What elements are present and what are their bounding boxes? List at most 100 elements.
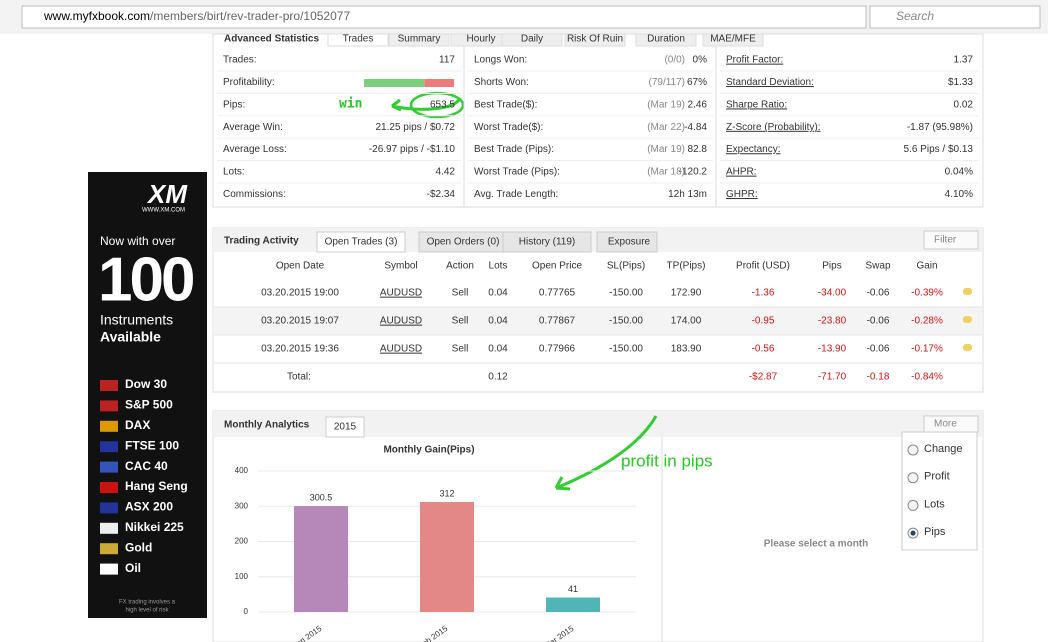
tab[interactable] [501,33,563,47]
url-host[interactable]: www.myfxbook.com [43,9,150,23]
annotation: win [339,97,362,112]
column-header[interactable]: Profit (USD) [736,261,790,272]
column-header[interactable]: Pips [822,261,841,272]
stat-label: Commissions: [223,189,286,200]
filter-label[interactable]: Filter [934,235,957,246]
row-bg [214,307,982,335]
column-header[interactable]: SL(Pips) [607,261,645,272]
column-header[interactable]: Open Date [276,261,325,272]
option-label[interactable]: Pips [924,526,946,538]
flag-icon [100,543,118,555]
tab[interactable] [388,33,450,47]
flag-icon [100,380,118,391]
cell: 03.20.2015 19:00 [261,288,339,299]
comment-icon[interactable] [963,288,972,295]
column-header[interactable]: Swap [865,261,890,272]
tab[interactable] [327,33,389,47]
radio[interactable] [907,499,919,511]
tab[interactable] [702,33,764,47]
stat-value: 0.02 [954,99,974,110]
comment-icon[interactable] [963,344,972,351]
total-value: -71.70 [818,372,847,383]
flag-icon [100,482,118,493]
tab-label[interactable]: 2015 [334,422,357,433]
activity-title: Trading Activity [224,236,299,247]
data-label: 41 [568,584,578,594]
tab-label[interactable]: Open Orders (0) [427,237,500,248]
comment-icon[interactable] [963,316,972,323]
stat-value: 4.42 [436,167,456,178]
stat-label: Worst Trade (Pips): [474,167,560,178]
filter-button[interactable] [923,230,979,250]
column-header[interactable]: Open Price [532,261,582,272]
tab-label[interactable]: Trades [343,34,374,45]
ad-item: Hang Seng [125,479,188,493]
stat-value: 0.04% [945,167,973,178]
tab-label[interactable]: Summary [398,34,441,45]
tab[interactable] [564,33,626,47]
tab-label[interactable]: Exposure [608,237,651,248]
cell: -0.06 [867,344,890,355]
stat-note: (Mar 19) [647,99,685,110]
y-tick-label: 200 [235,537,249,546]
tab-label[interactable]: Duration [647,34,685,45]
cell: -150.00 [609,288,643,299]
search-box[interactable] [869,5,1041,29]
column-header[interactable]: Action [446,261,474,272]
ad-item: DAX [125,418,150,432]
tab[interactable] [635,33,697,47]
annotation-arrow [391,97,462,112]
radio[interactable] [907,472,919,484]
stat-label: Average Win: [223,122,283,133]
stat-label: Lots: [223,167,245,178]
search-placeholder[interactable]: Search [896,9,934,23]
total-value: -0.84% [911,372,943,383]
tab-label[interactable]: Daily [521,34,543,45]
cell: 0.77765 [539,288,576,299]
monthly-title: Monthly Analytics [224,420,310,431]
stat-note: (79/117) [648,77,685,88]
cell: -0.39% [911,288,943,299]
stat-label: GHPR: [726,189,758,200]
ad-text: Instruments [100,312,173,328]
stat-label: Profitability: [223,77,275,88]
row-bg [214,335,982,363]
total-label: Total: [287,372,311,383]
tab-label[interactable]: Risk Of Ruin [567,34,623,45]
stat-label: Profit Factor: [726,55,783,66]
column-header[interactable]: TP(Pips) [667,261,706,272]
cell: -1.36 [752,288,775,299]
ad-item: CAC 40 [125,459,168,473]
radio-dot[interactable] [910,530,916,536]
option-label[interactable]: Lots [924,498,945,510]
url-path[interactable]: /members/birt/rev-trader-pro/1052077 [150,9,350,23]
tab-label[interactable]: Hourly [467,34,496,45]
column-header[interactable]: Gain [916,261,937,272]
tab-label[interactable]: History (119) [519,237,576,248]
ad-logo: XM [146,179,188,209]
tab[interactable] [316,231,406,253]
option-label[interactable]: Profit [924,471,950,483]
tab-label[interactable]: MAE/MFE [710,34,756,45]
tab-label[interactable]: Open Trades (3) [325,237,398,248]
ad-item: Gold [125,540,152,554]
url-box[interactable] [21,5,867,29]
cell: Sell [452,316,469,327]
cell: AUDUSD [380,316,422,327]
more-label[interactable]: More [934,419,957,430]
annotation-arrow [554,415,658,491]
option-label[interactable]: Change [924,443,963,455]
tab[interactable] [325,416,365,438]
y-tick-label: 0 [244,607,249,616]
column-header[interactable]: Lots [489,261,508,272]
tab[interactable] [502,231,592,253]
flag-icon [100,420,118,432]
stat-value: -120.2 [679,167,708,178]
cell: 174.00 [671,316,702,327]
total-value: -0.18 [867,372,890,383]
stat-label: Standard Deviation: [726,77,814,88]
tab[interactable] [596,231,658,253]
radio[interactable] [907,444,919,456]
column-header[interactable]: Symbol [384,261,417,272]
